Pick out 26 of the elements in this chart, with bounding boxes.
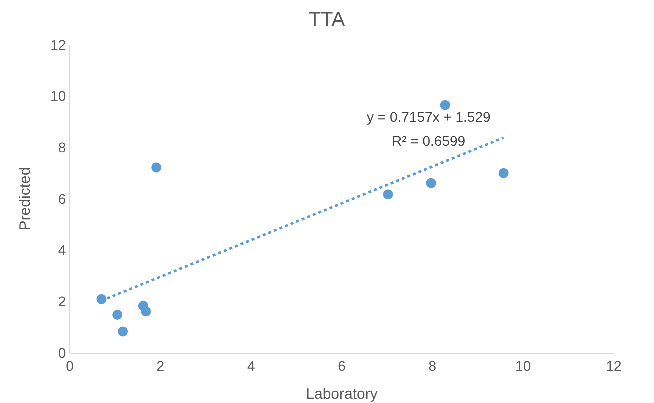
point	[112, 310, 123, 320]
y-tick-label: 2	[58, 294, 66, 310]
x-tick-label: 2	[156, 358, 165, 374]
point	[383, 190, 394, 200]
x-tick-label: 8	[428, 358, 437, 374]
annotation: y = 0.7157x + 1.529	[367, 109, 491, 125]
x-tick-label: 10	[516, 358, 532, 374]
y-tick-label: 4	[58, 242, 66, 258]
chart-title: TTA	[308, 9, 346, 32]
point	[426, 178, 436, 188]
point	[141, 306, 152, 317]
y-tick-label: 10	[50, 88, 66, 104]
y-tick-label: 12	[50, 36, 66, 53]
point	[118, 326, 128, 337]
point	[498, 168, 509, 178]
x-tick-label: 4	[247, 358, 256, 374]
annotation: R² = 0.6599	[392, 133, 466, 149]
y-tick-label: 6	[58, 190, 66, 207]
point	[440, 100, 450, 110]
x-axis-title: Laboratory	[306, 386, 378, 403]
y-tick-label: 8	[58, 140, 66, 156]
x-tick-label: 6	[338, 358, 346, 374]
point	[152, 162, 162, 173]
y-tick-label: 0	[58, 344, 66, 361]
x-tick-label: 12	[606, 358, 622, 374]
y-axis-title: Predicted	[17, 167, 34, 231]
